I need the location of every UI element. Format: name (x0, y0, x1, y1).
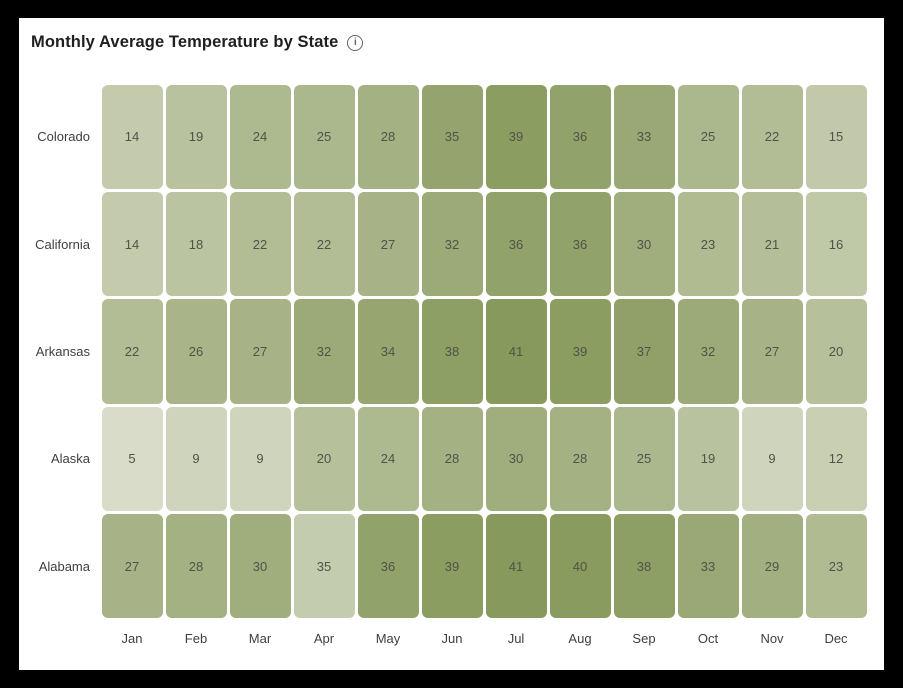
heatmap-cell-colorado-oct[interactable]: 25 (677, 84, 739, 189)
heatmap-cell-arkansas-apr[interactable]: 32 (293, 299, 355, 404)
heatmap-cell-california-dec[interactable]: 16 (805, 191, 867, 297)
heatmap-cell-arkansas-nov[interactable]: 27 (741, 299, 803, 404)
heatmap-cell-colorado-jan[interactable]: 14 (101, 84, 163, 189)
chart-card: Monthly Average Temperature by State i C… (19, 18, 884, 670)
heatmap-cell-colorado-mar[interactable]: 24 (229, 84, 291, 189)
heatmap-grid: Colorado 14 19 24 25 28 35 39 36 33 25 22 15 Californ… (19, 18, 884, 670)
heatmap-cell-alabama-aug[interactable]: 40 (549, 514, 611, 619)
x-axis-label-apr: Apr (313, 631, 335, 646)
heatmap-cell-california-mar[interactable]: 22 (229, 191, 291, 297)
heatmap-cell-alaska-jul[interactable]: 30 (485, 406, 547, 512)
info-icon[interactable]: i (347, 34, 364, 51)
heatmap-cell-arkansas-oct[interactable]: 32 (677, 299, 739, 404)
heatmap-cell-arkansas-mar[interactable]: 27 (229, 299, 291, 404)
heatmap-cell-alabama-may[interactable]: 36 (357, 514, 419, 619)
heatmap-cell-colorado-sep[interactable]: 33 (613, 84, 675, 189)
heatmap-cell-alabama-mar[interactable]: 30 (229, 514, 291, 619)
heatmap-cell-california-oct[interactable]: 23 (677, 191, 739, 297)
heatmap-cell-alaska-feb[interactable]: 9 (165, 406, 227, 512)
heatmap-cell-colorado-may[interactable]: 28 (357, 84, 419, 189)
heatmap-cell-california-feb[interactable]: 18 (165, 191, 227, 297)
heatmap-cell-colorado-feb[interactable]: 19 (165, 84, 227, 189)
x-axis-label-dec: Dec (824, 631, 848, 646)
heatmap-cell-alaska-jun[interactable]: 28 (421, 406, 483, 512)
heatmap-cell-alabama-nov[interactable]: 29 (741, 514, 803, 619)
y-axis-label-colorado: Colorado (37, 129, 90, 145)
heatmap-cell-arkansas-jul[interactable]: 41 (485, 299, 547, 404)
heatmap-cell-alabama-sep[interactable]: 38 (613, 514, 675, 619)
x-axis-label-aug: Aug (568, 631, 592, 646)
heatmap-cell-arkansas-aug[interactable]: 39 (549, 299, 611, 404)
x-axis-label-jun: Jun (441, 631, 463, 646)
heatmap-cell-california-may[interactable]: 27 (357, 191, 419, 297)
heatmap-cell-arkansas-feb[interactable]: 26 (165, 299, 227, 404)
y-axis-label-california: California (35, 236, 90, 252)
y-axis-label-alabama: Alabama (38, 558, 90, 574)
heatmap-cell-alabama-dec[interactable]: 23 (805, 514, 867, 619)
heatmap-cell-california-jan[interactable]: 14 (101, 191, 163, 297)
heatmap-cell-colorado-apr[interactable]: 25 (293, 84, 355, 189)
x-axis-label-jul: Jul (507, 631, 525, 646)
heatmap-cell-alaska-may[interactable]: 24 (357, 406, 419, 512)
heatmap-cell-colorado-jun[interactable]: 35 (421, 84, 483, 189)
heatmap-cell-california-jul[interactable]: 36 (485, 191, 547, 297)
heatmap-cell-arkansas-dec[interactable]: 20 (805, 299, 867, 404)
x-axis-label-feb: Feb (184, 631, 208, 646)
y-axis-label-alaska: Alaska (50, 451, 90, 467)
heatmap-cell-alabama-jan[interactable]: 27 (101, 514, 163, 619)
heatmap-cell-alabama-jul[interactable]: 41 (485, 514, 547, 619)
heatmap-cell-alabama-feb[interactable]: 28 (165, 514, 227, 619)
heatmap-cell-alaska-jan[interactable]: 5 (101, 406, 163, 512)
heatmap-cell-alaska-mar[interactable]: 9 (229, 406, 291, 512)
heatmap-cell-alaska-dec[interactable]: 12 (805, 406, 867, 512)
heatmap-cell-colorado-jul[interactable]: 39 (485, 84, 547, 189)
chart-title: Monthly Average Temperature by State (31, 33, 339, 51)
heatmap-cell-alaska-aug[interactable]: 28 (549, 406, 611, 512)
y-axis-label-arkansas: Arkansas (35, 343, 90, 359)
heatmap-cell-alaska-sep[interactable]: 25 (613, 406, 675, 512)
x-axis-label-jan: Jan (121, 631, 143, 646)
heatmap-cell-arkansas-may[interactable]: 34 (357, 299, 419, 404)
heatmap-cell-alaska-oct[interactable]: 19 (677, 406, 739, 512)
heatmap-cell-colorado-aug[interactable]: 36 (549, 84, 611, 189)
heatmap-cell-arkansas-jun[interactable]: 38 (421, 299, 483, 404)
heatmap-cell-arkansas-sep[interactable]: 37 (613, 299, 675, 404)
heatmap-cell-alaska-apr[interactable]: 20 (293, 406, 355, 512)
heatmap-cell-california-jun[interactable]: 32 (421, 191, 483, 297)
x-axis-label-oct: Oct (697, 631, 719, 646)
x-axis-label-mar: Mar (248, 631, 272, 646)
heatmap-cell-colorado-nov[interactable]: 22 (741, 84, 803, 189)
x-axis-label-may: May (375, 631, 401, 646)
heatmap-cell-california-aug[interactable]: 36 (549, 191, 611, 297)
heatmap-cell-alabama-oct[interactable]: 33 (677, 514, 739, 619)
heatmap-cell-alabama-apr[interactable]: 35 (293, 514, 355, 619)
heatmap-cell-colorado-dec[interactable]: 15 (805, 84, 867, 189)
heatmap-cell-california-nov[interactable]: 21 (741, 191, 803, 297)
heatmap-cell-california-apr[interactable]: 22 (293, 191, 355, 297)
chart-header: Monthly Average Temperature by State i (31, 33, 364, 52)
heatmap-cell-alabama-jun[interactable]: 39 (421, 514, 483, 619)
heatmap-cell-california-sep[interactable]: 30 (613, 191, 675, 297)
x-axis-label-sep: Sep (632, 631, 656, 646)
heatmap-cell-alaska-nov[interactable]: 9 (741, 406, 803, 512)
heatmap-cell-arkansas-jan[interactable]: 22 (101, 299, 163, 404)
x-axis-label-nov: Nov (760, 631, 784, 646)
